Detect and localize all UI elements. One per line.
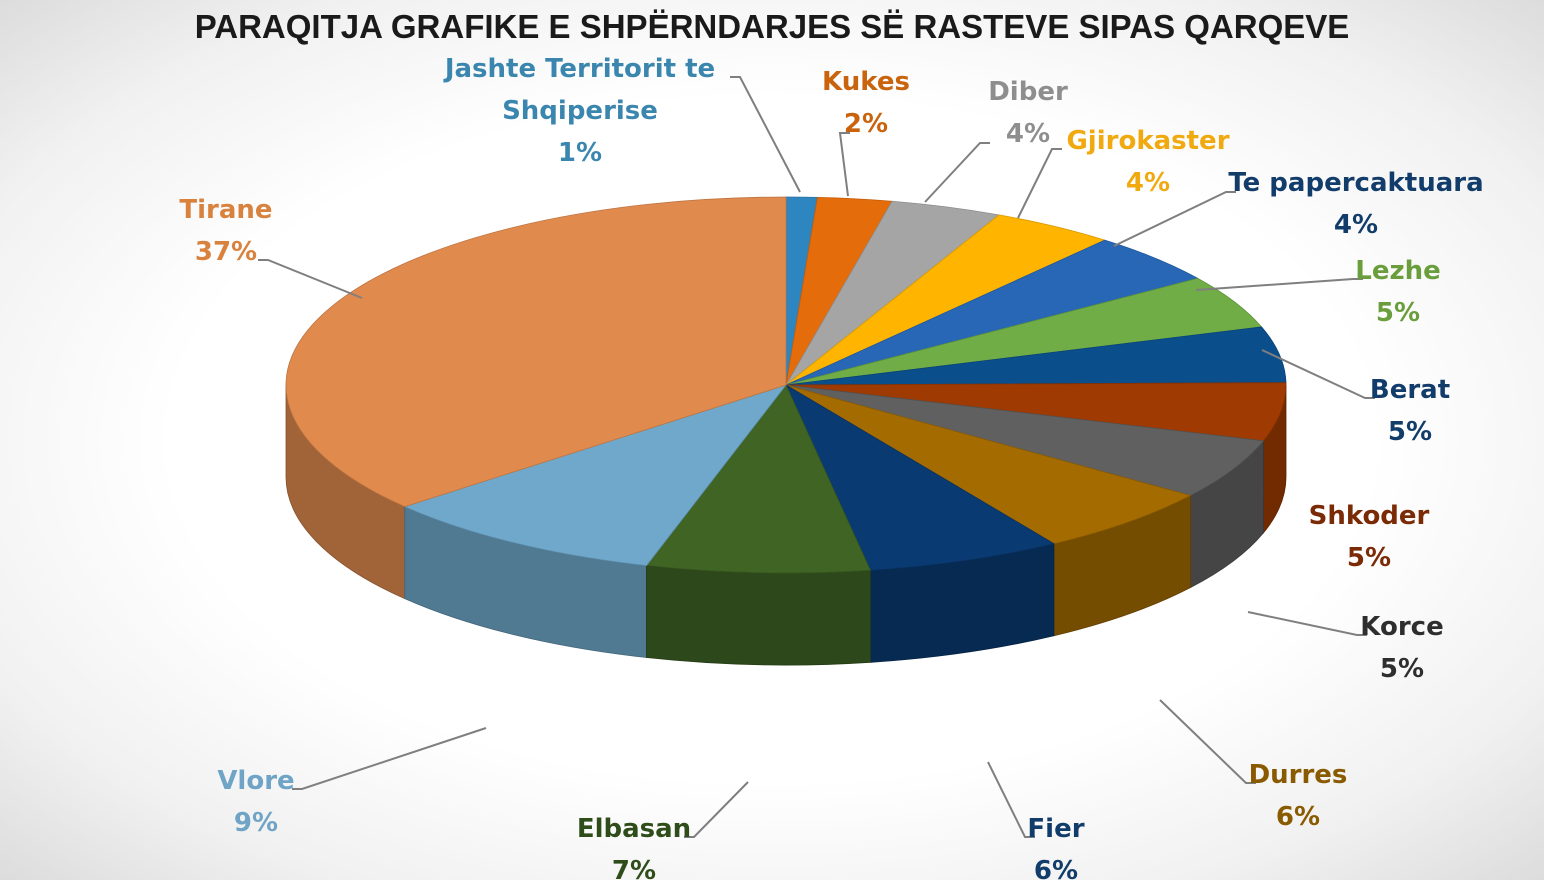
slice-name-label: Shkoder: [1309, 501, 1430, 531]
leader-line-lezhe: [1195, 278, 1363, 291]
slice-name-label: Jashte Territorit te: [443, 54, 715, 84]
slice-percent-label: 4%: [1126, 168, 1170, 198]
slice-name-label: Vlore: [217, 766, 294, 796]
data-label-durres: Durres 6%: [1249, 760, 1348, 832]
slice-percent-label: 6%: [1276, 802, 1320, 832]
leader-line-fier: [987, 761, 1035, 838]
slice-vlore: [403, 384, 788, 566]
slice-name-label: Shqiperise: [502, 96, 658, 126]
slice-name-label: Kukes: [822, 67, 910, 97]
slice-percent-label: 5%: [1380, 654, 1424, 684]
slice-percent-label: 5%: [1376, 298, 1420, 328]
data-label-fier: Fier 6%: [1027, 814, 1084, 880]
slice-percent-label: 4%: [1006, 119, 1050, 149]
slice-berat: [785, 326, 1287, 386]
data-label-diber: Diber 4%: [988, 77, 1068, 149]
slice-percent-label: 1%: [558, 138, 602, 168]
slice-name-label: Lezhe: [1355, 256, 1440, 286]
leader-lines: [258, 76, 1375, 838]
slice-name-label: Durres: [1249, 760, 1348, 790]
data-labels: Jashte Territorit te Shqiperise 1% Kukes 2% D…: [179, 54, 1483, 880]
leader-line-kukes: [838, 132, 850, 197]
leader-line-korce: [1247, 611, 1367, 636]
slice-percent-label: 6%: [1034, 856, 1078, 880]
slice-shkoder: [785, 382, 1287, 442]
slice-korce: [785, 384, 1265, 496]
data-label-kukes: Kukes 2%: [822, 67, 910, 139]
slice-name-label: Diber: [988, 77, 1068, 107]
data-label-berat: Berat 5%: [1370, 375, 1450, 447]
leader-line-vlore: [292, 727, 487, 790]
leader-line-berat: [1261, 349, 1375, 399]
slice-durres: [785, 384, 1192, 545]
slice-percent-label: 2%: [844, 109, 888, 139]
data-label-korce: Korce 5%: [1360, 612, 1443, 684]
slice-fier: [785, 384, 1055, 571]
slice-percent-label: 5%: [1347, 543, 1391, 573]
slice-percent-label: 37%: [195, 237, 257, 267]
slice-percent-label: 4%: [1334, 210, 1378, 240]
slice-name-label: Elbasan: [577, 814, 691, 844]
slice-percent-label: 9%: [234, 808, 278, 838]
slice-name-label: Te papercaktuara: [1228, 168, 1483, 198]
slice-name-label: Tirane: [179, 195, 272, 225]
data-label-tirane: Tirane 37%: [179, 195, 272, 267]
slice-elbasan: [645, 384, 872, 574]
slice-side-elbasan: [646, 565, 871, 666]
data-label-elbasan: Elbasan 7%: [577, 814, 691, 880]
slice-percent-label: 7%: [612, 856, 656, 880]
chart-title: PARAQITJA GRAFIKE E SHPËRNDARJES SË RAST…: [195, 8, 1350, 45]
slice-percent-label: 5%: [1388, 417, 1432, 447]
leader-line-durres: [1159, 699, 1256, 784]
data-label-vlore: Vlore 9%: [217, 766, 294, 838]
leader-line-tirane: [258, 259, 363, 299]
slice-name-label: Berat: [1370, 375, 1450, 405]
leader-line-elbasan: [684, 781, 749, 838]
slice-name-label: Korce: [1360, 612, 1443, 642]
pie-body: [285, 196, 1287, 666]
data-label-gjirokaster: Gjirokaster 4%: [1066, 126, 1229, 198]
leader-line-jashte-territorit-te-shqiperise: [730, 76, 801, 193]
data-label-shkoder: Shkoder 5%: [1309, 501, 1430, 573]
slice-name-label: Gjirokaster: [1066, 126, 1229, 156]
slice-tirane: [285, 196, 787, 508]
data-label-lezhe: Lezhe 5%: [1355, 256, 1440, 328]
leader-line-diber: [924, 142, 990, 203]
leader-line-te-papercaktuara: [1113, 191, 1236, 247]
data-label-jashte-territorit-te-shqiperise: Jashte Territorit te Shqiperise 1%: [443, 54, 715, 168]
slice-name-label: Fier: [1027, 814, 1084, 844]
leader-line-gjirokaster: [1017, 148, 1062, 219]
data-label-te-papercaktuara: Te papercaktuara 4%: [1228, 168, 1483, 240]
